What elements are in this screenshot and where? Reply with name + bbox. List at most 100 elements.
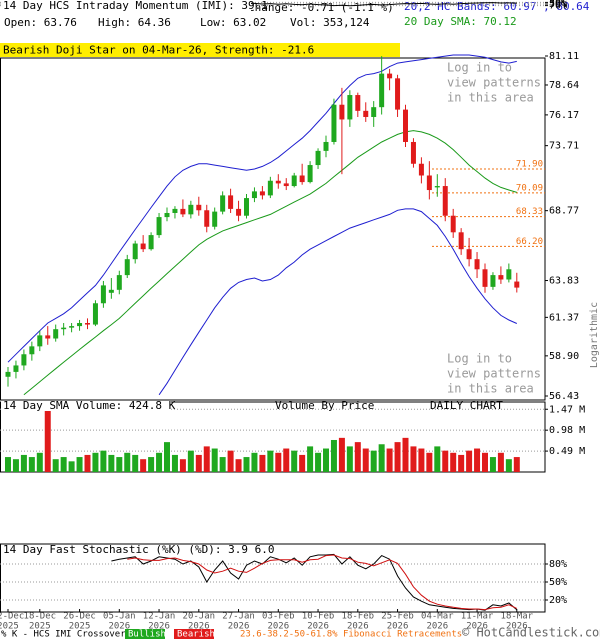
volume-bar	[116, 457, 123, 472]
candle-body	[196, 204, 202, 211]
candle-body	[371, 107, 377, 117]
candle-body	[339, 104, 345, 120]
panel-frame	[0, 57, 546, 401]
volume-bar	[394, 442, 401, 472]
volume-bar	[323, 448, 329, 472]
volume-bar	[227, 450, 234, 472]
pattern-box	[0, 43, 400, 57]
volume-bar	[211, 448, 218, 472]
volume-bar	[259, 454, 266, 472]
candle-body	[180, 208, 186, 215]
y-tick-label: 70%	[549, 1, 567, 12]
x-tick-label: 25-Feb	[381, 612, 414, 622]
candle-body	[124, 259, 130, 276]
low: Low: 63.02	[200, 16, 266, 29]
volume-bar	[299, 454, 306, 472]
volume-bar	[410, 446, 417, 472]
volume-bar	[60, 457, 67, 472]
x-tick-year: 2025	[29, 622, 51, 632]
volume-bar	[418, 448, 425, 472]
candle-body	[188, 204, 194, 215]
candle-body	[379, 73, 385, 108]
panel-label: Volume By Price	[275, 399, 374, 412]
scale-note: Logarithmic	[589, 302, 600, 368]
x-tick-label: 12-Jan	[143, 612, 176, 622]
candle-body	[132, 243, 138, 260]
x-tick-label: 12-Dec	[0, 612, 24, 622]
volume-bar	[76, 457, 83, 472]
volume-bar	[482, 452, 488, 472]
indicator-line	[111, 553, 518, 611]
volume-bar	[148, 457, 155, 472]
volume-bar	[497, 452, 504, 472]
volume-bar	[346, 446, 353, 472]
candle-body	[450, 215, 456, 233]
open: Open: 63.76	[4, 16, 77, 29]
candle-body	[482, 269, 488, 287]
volume-bar	[100, 450, 107, 472]
volume-bar	[275, 452, 282, 472]
y-tick-label: 76.17	[549, 110, 579, 121]
footer-bullish: Bullish	[128, 630, 166, 640]
x-tick-label: 03-Feb	[262, 612, 295, 622]
volume-bar	[92, 452, 99, 472]
y-tick-label: 81.11	[549, 51, 579, 62]
volume-bar	[12, 459, 19, 472]
volume-bar	[44, 410, 51, 472]
bands: 20,2 HC Bands: 60.97 , 80.64	[404, 0, 590, 13]
x-tick-label: 10-Feb	[302, 612, 335, 622]
volume-bar	[235, 459, 242, 472]
volume-bar	[513, 457, 520, 472]
candle-body	[259, 191, 265, 196]
x-tick-year: 2026	[426, 622, 448, 632]
overlay-line	[158, 208, 518, 396]
volume-bar	[68, 461, 75, 472]
candle-body	[434, 186, 440, 188]
fibonacci-label: 70.09	[516, 183, 543, 193]
volume-bar	[362, 448, 369, 472]
candle-body	[442, 186, 448, 216]
candle-body	[228, 195, 234, 209]
x-tick-year: 2026	[387, 622, 409, 632]
fibonacci-label: 68.33	[516, 207, 543, 217]
fibonacci-label: 66.20	[516, 237, 543, 247]
x-tick-year: 2026	[108, 622, 130, 632]
panel-title: 14 Day Fast Stochastic (%K) (%D): 3.9 6.…	[3, 543, 275, 556]
y-tick-label: 0.98 M	[549, 425, 585, 436]
y-tick-label: 0.49 M	[549, 446, 585, 457]
login-note: Log in to	[447, 61, 512, 75]
x-tick-label: 27-Jan	[222, 612, 255, 622]
candle-body	[490, 275, 496, 287]
indicator-line	[127, 554, 518, 611]
y-tick-label: 80%	[549, 559, 567, 570]
volume-bar	[354, 442, 361, 472]
candle-body	[85, 323, 90, 325]
login-note: view patterns	[447, 76, 541, 90]
candle-body	[275, 180, 281, 184]
candle-body	[307, 165, 313, 183]
candle-body	[77, 323, 83, 327]
volume-bar	[338, 437, 345, 472]
copyright: © HotCandlestick.com	[462, 626, 600, 640]
x-tick-year: 2026	[267, 622, 289, 632]
volume-bar	[283, 448, 290, 472]
x-tick-label: 26-Dec	[63, 612, 96, 622]
candle-body	[5, 371, 11, 377]
candle-body	[69, 326, 75, 328]
candle-body	[418, 163, 424, 176]
candle-body	[323, 141, 329, 151]
candle-body	[220, 195, 226, 212]
candle-body	[291, 175, 297, 187]
candle-body	[395, 78, 401, 110]
login-note: in this area	[447, 91, 534, 105]
volume-bar	[370, 450, 377, 472]
volume-bar	[156, 452, 163, 472]
volume-bar	[378, 444, 385, 472]
volume-bar	[84, 454, 91, 472]
y-tick-label: 50%	[549, 0, 567, 10]
candle-body	[299, 175, 305, 183]
candle-body	[363, 110, 369, 117]
change: Change: -0.71 (-1.1 %)	[248, 1, 394, 14]
panel-frame	[0, 543, 546, 613]
